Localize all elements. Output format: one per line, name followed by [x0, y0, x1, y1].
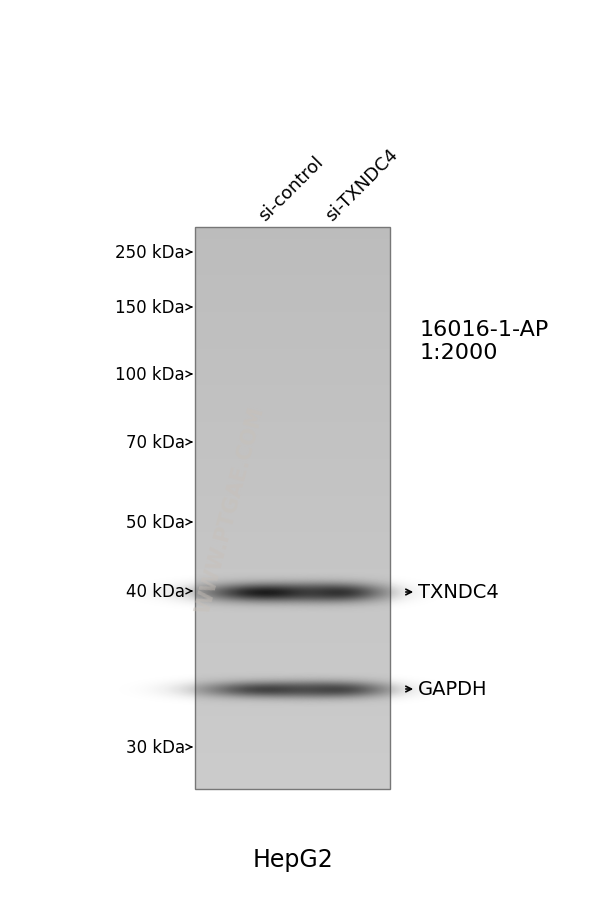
- Bar: [195, 227, 390, 789]
- Text: 50 kDa: 50 kDa: [126, 513, 185, 531]
- Text: si-control: si-control: [255, 153, 327, 225]
- Text: WWW.PTGAE.COM: WWW.PTGAE.COM: [192, 404, 267, 615]
- Text: si-TXNDC4: si-TXNDC4: [322, 145, 402, 225]
- Text: 30 kDa: 30 kDa: [126, 738, 185, 756]
- Text: 250 kDa: 250 kDa: [115, 244, 185, 262]
- Text: 70 kDa: 70 kDa: [126, 434, 185, 452]
- Text: 150 kDa: 150 kDa: [115, 299, 185, 317]
- Text: GAPDH: GAPDH: [418, 680, 487, 699]
- Text: 16016-1-AP
1:2000: 16016-1-AP 1:2000: [420, 319, 549, 363]
- Text: TXNDC4: TXNDC4: [418, 583, 499, 602]
- Text: 100 kDa: 100 kDa: [115, 365, 185, 383]
- Text: HepG2: HepG2: [253, 847, 333, 871]
- Text: 40 kDa: 40 kDa: [126, 583, 185, 601]
